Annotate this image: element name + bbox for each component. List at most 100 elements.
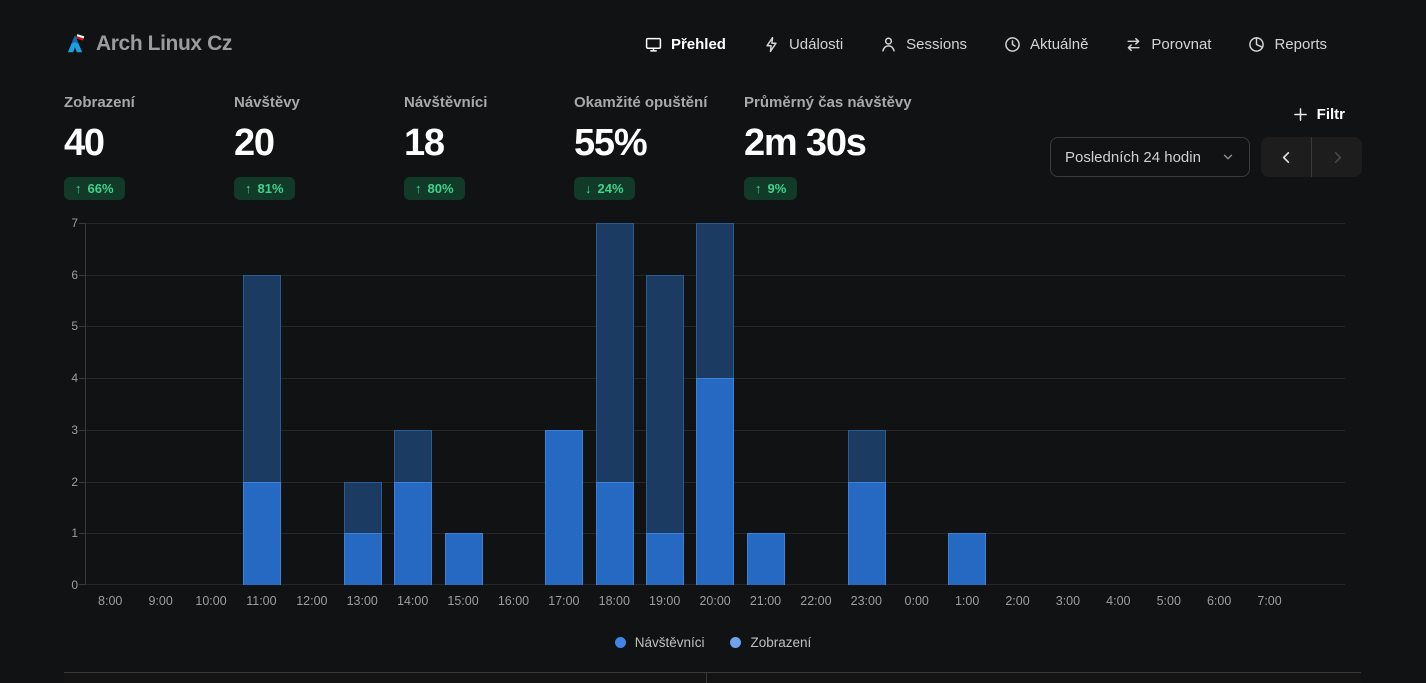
chart-plot xyxy=(79,223,1345,585)
chart-slot-5:00 xyxy=(1144,223,1194,585)
chart-slot-1:00 xyxy=(942,223,992,585)
chart-slot-13:00 xyxy=(338,223,388,585)
nav-item-reports[interactable]: Reports xyxy=(1248,36,1327,53)
y-axis-tick-label: 0 xyxy=(71,578,78,592)
x-axis-tick-label: 6:00 xyxy=(1206,594,1232,608)
nav-label: Reports xyxy=(1274,35,1327,53)
filter-button[interactable]: Filtr xyxy=(1293,106,1345,123)
bar-visitors-14:00[interactable] xyxy=(394,481,433,585)
x-axis-tick-label: 13:00 xyxy=(346,594,378,608)
bar-visitors-15:00[interactable] xyxy=(444,533,483,585)
legend-label: Návštěvníci xyxy=(634,635,705,650)
chart-legend: Návštěvníci Zobrazení xyxy=(0,635,1426,650)
bottom-panels-vertical-border xyxy=(706,672,707,683)
chart-slot-9:00 xyxy=(136,223,186,585)
next-period-button[interactable] xyxy=(1312,137,1362,177)
site-brand[interactable]: Arch Linux Cz xyxy=(64,32,232,56)
date-range-select[interactable]: Posledních 24 hodin xyxy=(1050,137,1250,177)
chart-slot-10:00 xyxy=(187,223,237,585)
x-axis-tick-label: 18:00 xyxy=(598,594,630,608)
stat-change-badge: ↑ 66% xyxy=(64,177,125,200)
chart-controls: Filtr Posledních 24 hodin xyxy=(1050,94,1362,200)
stat-prumerny-cas: Průměrný čas návštěvy 2m 30s ↑ 9% xyxy=(744,94,954,200)
bar-visitors-11:00[interactable] xyxy=(243,481,282,585)
lightning-icon xyxy=(766,36,777,52)
x-axis-tick-label: 0:00 xyxy=(904,594,929,608)
chart-slot-8:00 xyxy=(86,223,136,585)
chart-bars xyxy=(86,223,1345,585)
x-axis-tick-label: 7:00 xyxy=(1257,594,1282,608)
stat-change: 66% xyxy=(87,181,114,196)
previous-period-button[interactable] xyxy=(1261,137,1311,177)
nav-label: Události xyxy=(788,35,844,53)
bar-visitors-1:00[interactable] xyxy=(948,533,987,585)
bar-visitors-20:00[interactable] xyxy=(696,378,735,585)
legend-item-navstevnici[interactable]: Návštěvníci xyxy=(614,635,705,650)
chart-slot-12:00 xyxy=(287,223,337,585)
nav-item-prehled[interactable]: Přehled xyxy=(645,36,726,53)
stat-label: Průměrný čas návštěvy xyxy=(744,94,912,111)
stat-change: 9% xyxy=(767,181,787,196)
chart-slot-20:00 xyxy=(690,223,740,585)
x-axis-tick-label: 4:00 xyxy=(1106,594,1131,608)
stat-value: 18 xyxy=(404,122,445,164)
stat-value: 55% xyxy=(574,122,648,164)
bar-visitors-19:00[interactable] xyxy=(646,533,685,585)
bar-visitors-13:00[interactable] xyxy=(343,533,382,585)
chart-slot-3:00 xyxy=(1043,223,1093,585)
stat-zobrazeni: Zobrazení 40 ↑ 66% xyxy=(64,94,234,200)
x-axis-tick-label: 3:00 xyxy=(1055,594,1081,608)
x-axis-tick-label: 16:00 xyxy=(497,594,530,608)
monitor-icon xyxy=(645,37,662,52)
chart-slot-6:00 xyxy=(1194,223,1244,585)
date-controls-row: Posledních 24 hodin xyxy=(1050,137,1362,177)
chart-slot-11:00 xyxy=(237,223,287,585)
y-axis-tick-label: 5 xyxy=(71,319,78,334)
legend-dot-visitors xyxy=(614,637,626,648)
stat-value: 40 xyxy=(64,122,105,164)
bar-visitors-21:00[interactable] xyxy=(746,533,785,585)
stat-value: 2m 30s xyxy=(744,122,867,164)
nav-item-aktualne[interactable]: Aktuálně xyxy=(1004,36,1088,53)
legend-label: Zobrazení xyxy=(750,635,812,650)
nav-label: Přehled xyxy=(670,35,726,53)
x-axis-tick-label: 12:00 xyxy=(296,594,328,608)
y-axis-tick-label: 3 xyxy=(71,422,78,437)
arrow-up-icon: ↑ xyxy=(245,181,252,196)
x-axis-tick-label: 22:00 xyxy=(800,594,832,608)
y-axis-tick-label: 7 xyxy=(71,216,78,230)
main-nav: Přehled Události Sessions Aktuálně xyxy=(645,36,1327,53)
y-axis-tick-label: 2 xyxy=(71,474,78,489)
stat-change: 80% xyxy=(427,181,454,196)
stat-label: Návštěvníci xyxy=(404,94,488,111)
stat-label: Okamžité opuštění xyxy=(574,94,708,111)
plus-icon xyxy=(1293,108,1307,121)
chevron-right-icon xyxy=(1334,151,1341,163)
date-pager xyxy=(1261,137,1362,177)
stat-navstevnici: Návštěvníci 18 ↑ 80% xyxy=(404,94,574,200)
arrow-down-icon: ↓ xyxy=(585,181,592,196)
x-axis-tick-label: 9:00 xyxy=(148,594,173,608)
bar-visitors-17:00[interactable] xyxy=(545,429,584,585)
bar-visitors-23:00[interactable] xyxy=(847,481,886,585)
stat-change-badge: ↓ 24% xyxy=(574,177,635,200)
stat-change-badge: ↑ 81% xyxy=(234,177,295,200)
x-axis-tick-label: 20:00 xyxy=(699,594,731,608)
nav-item-sessions[interactable]: Sessions xyxy=(880,36,967,53)
header: Arch Linux Cz Přehled Události Sessions xyxy=(0,0,1426,88)
site-logo-icon xyxy=(67,34,85,53)
nav-item-porovnat[interactable]: Porovnat xyxy=(1125,36,1211,53)
stat-change-badge: ↑ 80% xyxy=(404,177,465,200)
chevron-left-icon xyxy=(1282,151,1289,163)
bar-views-19:00[interactable] xyxy=(646,274,685,585)
stat-change: 81% xyxy=(257,181,284,196)
legend-item-zobrazeni[interactable]: Zobrazení xyxy=(730,635,811,650)
chart-slot-19:00 xyxy=(640,223,690,585)
chart-slot-empty xyxy=(1295,223,1345,585)
nav-item-udalosti[interactable]: Události xyxy=(763,36,843,53)
chart-slot-4:00 xyxy=(1093,223,1143,585)
chart-x-axis: 8:00 9:00 10:00 11:00 12:00 13:00 14:00 15:00 16… xyxy=(85,594,1345,608)
x-axis-tick-label: 19:00 xyxy=(649,594,681,608)
bar-visitors-18:00[interactable] xyxy=(595,481,634,585)
